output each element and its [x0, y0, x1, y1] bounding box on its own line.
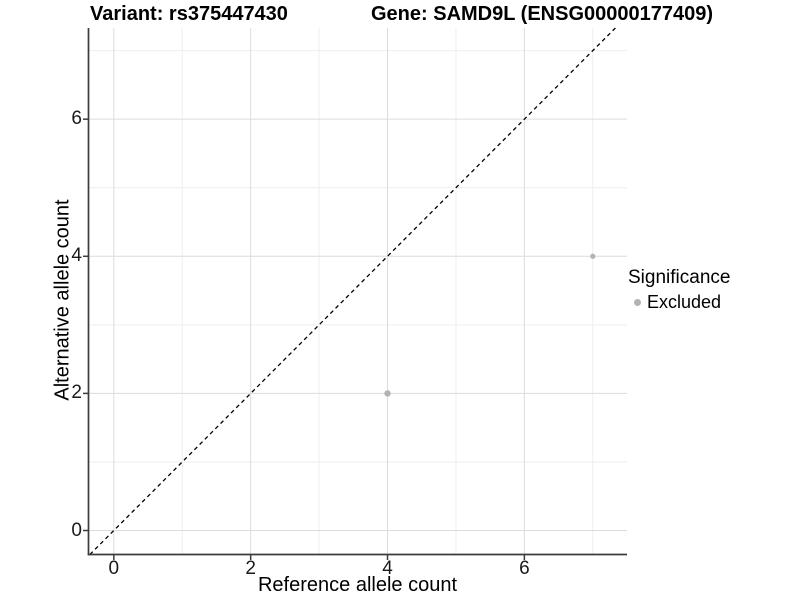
y-tick-label: 4 [71, 245, 82, 267]
data-point [384, 390, 391, 397]
x-tick-label: 0 [108, 558, 120, 579]
legend-item-label: Excluded [647, 292, 722, 312]
legend: Significance Excluded [628, 267, 730, 313]
x-tick-label: 4 [382, 558, 393, 579]
plot-title-gene: Gene: SAMD9L (ENSG00000177409) [371, 3, 714, 25]
x-tick-label: 2 [245, 558, 256, 579]
plot-title-variant: Variant: rs375447430 [90, 3, 288, 25]
x-axis-title: Reference allele count [257, 574, 457, 596]
x-tick-label: 6 [519, 558, 530, 579]
y-tick-label: 0 [71, 519, 82, 541]
y-axis-title: Alternative allele count [51, 199, 74, 401]
data-point [590, 253, 596, 259]
legend-point-icon [634, 299, 641, 306]
legend-title: Significance [628, 267, 731, 288]
identity-line [89, 27, 616, 555]
legend-item-excluded: Excluded [628, 292, 730, 313]
y-tick-label: 6 [71, 108, 82, 130]
y-tick-label: 2 [71, 382, 82, 404]
